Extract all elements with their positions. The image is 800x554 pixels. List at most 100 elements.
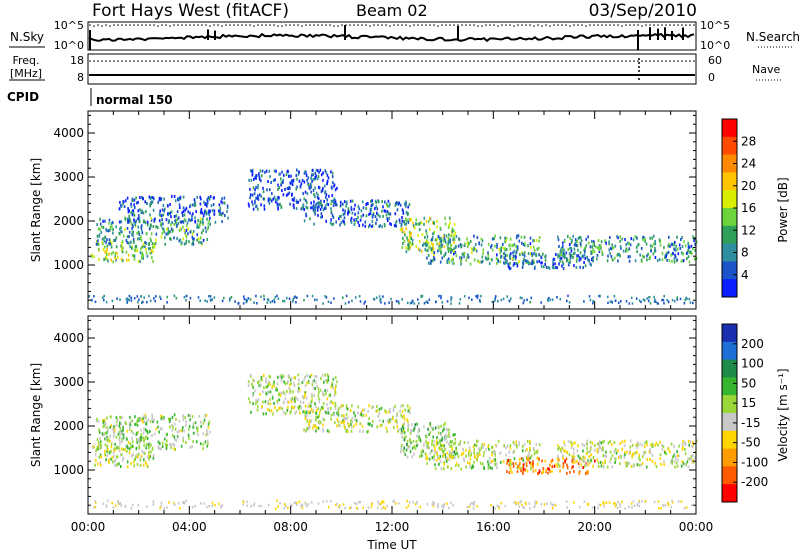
noise-dot [169,25,171,27]
scatter-point [506,253,508,257]
nave-dot [589,60,591,62]
scatter-point [636,443,639,447]
scatter-point [482,454,485,458]
noise-dot [209,25,211,27]
scatter-point [308,381,310,385]
scatter-point [296,296,298,299]
scatter-point [663,245,665,249]
scatter-point [114,251,117,255]
scatter-point [682,252,685,256]
scatter-point [533,452,536,456]
scatter-point [150,223,152,227]
scatter-point [504,256,506,260]
scatter-point [182,237,184,241]
scatter-point [606,259,609,263]
scatter-point [317,213,319,217]
scatter-point [394,212,397,216]
scatter-point [684,298,686,302]
nave-dot [573,60,575,62]
scatter-point [249,193,252,197]
scatter-point [242,503,245,506]
noise-dot [545,24,547,26]
scatter-point [467,441,469,445]
scatter-point [617,259,619,263]
scatter-point [444,240,447,244]
noise-dot [401,24,403,26]
scatter-point [140,428,142,432]
scatter-point [479,300,481,303]
scatter-point [106,446,108,450]
scatter-point [189,230,192,234]
scatter-point [330,210,333,214]
scatter-point [273,300,276,304]
scatter-point [122,456,125,460]
scatter-point [199,202,202,206]
scatter-point [358,207,361,211]
scatter-point [196,233,198,237]
scatter-point [319,420,322,424]
scatter-point [245,300,248,304]
colorbar-segment [722,377,737,396]
scatter-point [575,259,578,263]
scatter-point [203,418,206,422]
scatter-point [330,413,333,417]
scatter-point [467,461,469,465]
scatter-point [403,431,406,435]
noise-dot [577,24,579,26]
scatter-point [453,237,456,241]
scatter-point [579,242,582,246]
scatter-point [476,452,478,456]
nave-dot [261,60,263,62]
scatter-point [200,241,202,244]
scatter-point [416,434,418,438]
scatter-point [350,207,353,211]
scatter-point [379,215,381,218]
scatter-point [208,420,211,424]
scatter-point [153,218,156,222]
scatter-point [496,243,498,247]
scatter-point [408,501,411,504]
scatter-point [515,236,518,240]
scatter-point [509,444,512,447]
scatter-point [689,250,691,254]
scatter-point [94,463,96,467]
scatter-point [436,452,438,456]
scatter-point [372,419,374,423]
scatter-point [583,253,586,257]
scatter-point [301,503,304,507]
nave-dot [301,60,303,62]
scatter-point [509,261,511,265]
scatter-point [166,443,168,447]
scatter-point [119,415,121,419]
scatter-point [143,242,145,246]
scatter-point [317,175,320,178]
scatter-point [339,204,342,207]
scatter-point [687,241,689,245]
scatter-point [584,456,586,460]
scatter-point [251,172,254,176]
nave-dot [405,60,407,62]
scatter-point [206,200,209,204]
scatter-point [250,410,252,414]
scatter-point [357,215,359,219]
scatter-point [255,294,257,298]
scatter-point [129,420,132,424]
noise-dot [629,24,631,26]
scatter-point [327,407,329,411]
scatter-point [170,237,172,241]
scatter-point [590,263,592,267]
scatter-point [326,179,329,183]
scatter-point [667,244,670,248]
scatter-point [469,449,471,453]
noise-dot [637,24,639,26]
scatter-point [585,244,587,248]
scatter-point [141,231,144,235]
scatter-point [436,219,438,223]
scatter-point [396,424,399,428]
scatter-point [300,504,302,508]
scatter-point [133,239,135,243]
scatter-point [683,240,685,244]
scatter-point [310,190,312,194]
scatter-point [293,405,296,409]
